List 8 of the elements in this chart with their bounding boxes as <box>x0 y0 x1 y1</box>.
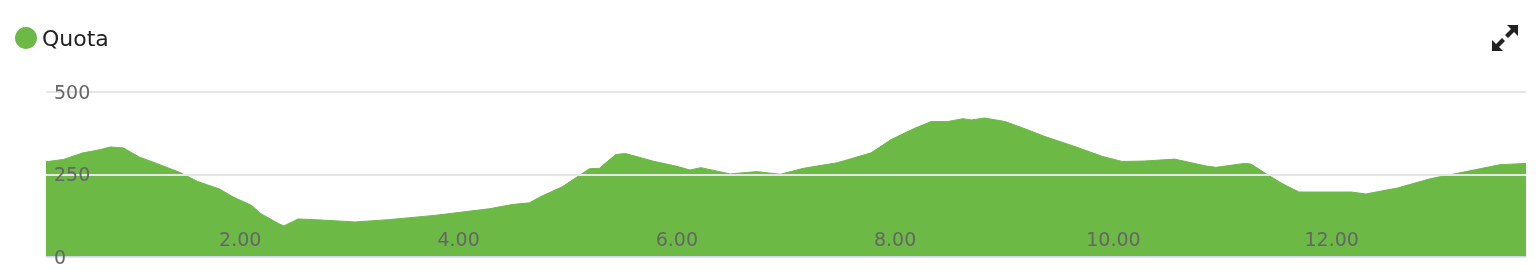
x-tick-label: 8.00 <box>873 228 917 250</box>
x-tick-label: 10.00 <box>1086 228 1141 250</box>
legend-label: Quota <box>42 25 109 51</box>
x-tick-label: 2.00 <box>219 228 262 250</box>
y-tick-label: 500 <box>54 81 91 103</box>
x-tick-label: 4.00 <box>437 228 480 250</box>
x-tick-label: 12.00 <box>1304 228 1359 250</box>
x-tick-label: 6.00 <box>655 228 699 250</box>
